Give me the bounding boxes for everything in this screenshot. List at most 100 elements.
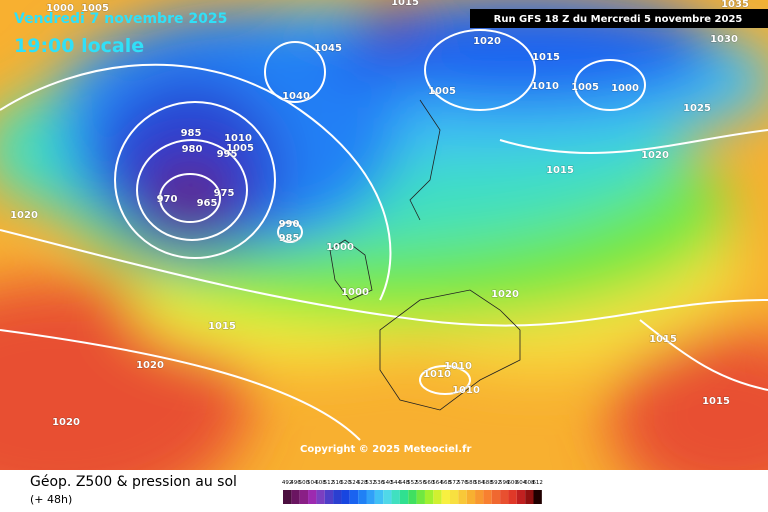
footer-title: Géop. Z500 & pression au sol bbox=[30, 474, 237, 490]
scale-swatch bbox=[416, 490, 425, 504]
scale-swatch bbox=[483, 490, 492, 504]
scale-label: 580 bbox=[466, 480, 477, 486]
isobar-label: 1015 bbox=[532, 52, 560, 63]
isobar-label: 1000 bbox=[341, 287, 369, 298]
isobar-label: 995 bbox=[217, 149, 238, 160]
scale-label: 496 bbox=[290, 480, 301, 486]
isobar-label: 1015 bbox=[649, 334, 677, 345]
scale-label: 524 bbox=[349, 480, 360, 486]
scale-label: 532 bbox=[365, 480, 376, 486]
scale-swatch bbox=[458, 490, 467, 504]
scale-swatch bbox=[450, 490, 459, 504]
isobar-label: 1015 bbox=[391, 0, 419, 8]
isobar-label: 1005 bbox=[226, 143, 254, 154]
isobar-label: 1020 bbox=[491, 289, 519, 300]
scale-swatch bbox=[341, 490, 350, 504]
isobar-label: 1000 bbox=[326, 242, 354, 253]
scale-label: 576 bbox=[457, 480, 468, 486]
scale-swatch bbox=[324, 490, 334, 504]
isobar-label: 985 bbox=[279, 233, 300, 244]
scale-swatch bbox=[466, 490, 476, 504]
scale-label: 592 bbox=[491, 480, 502, 486]
isobar-label: 1045 bbox=[314, 43, 342, 54]
isobars bbox=[0, 29, 768, 441]
isobar-label: 985 bbox=[181, 128, 202, 139]
forecast-date: Vendredi 7 novembre 2025 bbox=[14, 11, 227, 27]
isobar-label: 1010 bbox=[531, 81, 559, 92]
scale-swatch bbox=[349, 490, 359, 504]
scale-label: 508 bbox=[315, 480, 326, 486]
isobar-label: 1005 bbox=[81, 3, 109, 14]
scale-label: 600 bbox=[507, 480, 518, 486]
scale-swatch bbox=[433, 490, 442, 504]
isobar-label: 980 bbox=[182, 144, 203, 155]
scale-swatch bbox=[424, 490, 434, 504]
scale-label: 492 bbox=[282, 480, 293, 486]
scale-label: 588 bbox=[482, 480, 493, 486]
scale-swatch bbox=[299, 490, 309, 504]
isobar-label: 1005 bbox=[571, 82, 599, 93]
isobar-label: 1020 bbox=[10, 210, 38, 221]
scale-swatch bbox=[533, 490, 542, 504]
isobar-label: 1010 bbox=[444, 361, 472, 372]
scale-label: 596 bbox=[499, 480, 510, 486]
scale-swatch bbox=[283, 490, 292, 504]
scale-label: 612 bbox=[532, 480, 543, 486]
scale-label: 528 bbox=[357, 480, 368, 486]
scale-swatch bbox=[508, 490, 517, 504]
scale-swatch bbox=[358, 490, 367, 504]
isobar-label: 1010 bbox=[224, 133, 252, 144]
isobar-label: 1020 bbox=[52, 417, 80, 428]
isobar-label: 975 bbox=[214, 188, 235, 199]
scale-swatch bbox=[475, 490, 484, 504]
scale-swatch bbox=[383, 490, 392, 504]
scale-swatch bbox=[500, 490, 509, 504]
scale-swatch bbox=[316, 490, 325, 504]
footer-lead: (+ 48h) bbox=[30, 493, 72, 506]
copyright: Copyright © 2025 Meteociel.fr bbox=[300, 444, 471, 455]
scale-swatch bbox=[408, 490, 417, 504]
isobar-label: 965 bbox=[197, 198, 218, 209]
isobar-label: 1010 bbox=[452, 385, 480, 396]
scale-swatch bbox=[441, 490, 450, 504]
scale-label: 552 bbox=[407, 480, 418, 486]
scale-label: 540 bbox=[382, 480, 393, 486]
run-banner bbox=[470, 9, 768, 28]
scale-label: 608 bbox=[524, 480, 535, 486]
isobar-label: 1015 bbox=[702, 396, 730, 407]
scale-label: 500 bbox=[299, 480, 310, 486]
scale-label: 512 bbox=[324, 480, 335, 486]
scale-swatch bbox=[374, 490, 384, 504]
scale-label: 584 bbox=[474, 480, 485, 486]
run-info: Run GFS 18 Z du Mercredi 5 novembre 2025 bbox=[494, 14, 743, 25]
forecast-time: 19:00 locale bbox=[14, 35, 144, 57]
scale-label: 536 bbox=[374, 480, 385, 486]
scale-label: 560 bbox=[424, 480, 435, 486]
scale-label: 520 bbox=[340, 480, 351, 486]
scale-label: 504 bbox=[307, 480, 318, 486]
isobar-label: 1035 bbox=[721, 0, 749, 10]
scale-swatch bbox=[291, 490, 300, 504]
isobar-label: 990 bbox=[279, 219, 300, 230]
isobar-label: 970 bbox=[157, 194, 178, 205]
scale-swatch bbox=[491, 490, 501, 504]
scale-swatch bbox=[525, 490, 534, 504]
scale-label: 516 bbox=[332, 480, 343, 486]
scale-swatch bbox=[516, 490, 526, 504]
coastlines bbox=[329, 99, 521, 411]
isobar-label: 1010 bbox=[423, 369, 451, 380]
isobar-label: 1020 bbox=[136, 360, 164, 371]
isobar-label: 1020 bbox=[473, 36, 501, 47]
scale-swatch bbox=[308, 490, 317, 504]
scale-label: 604 bbox=[516, 480, 527, 486]
isobar-label: 1030 bbox=[710, 34, 738, 45]
isobar-label: 1020 bbox=[641, 150, 669, 161]
isobar-label: 1015 bbox=[546, 165, 574, 176]
scale-swatch bbox=[333, 490, 342, 504]
scale-label: 572 bbox=[449, 480, 460, 486]
isobar-label: 1000 bbox=[611, 83, 639, 94]
isobar-label: 1005 bbox=[428, 86, 456, 97]
